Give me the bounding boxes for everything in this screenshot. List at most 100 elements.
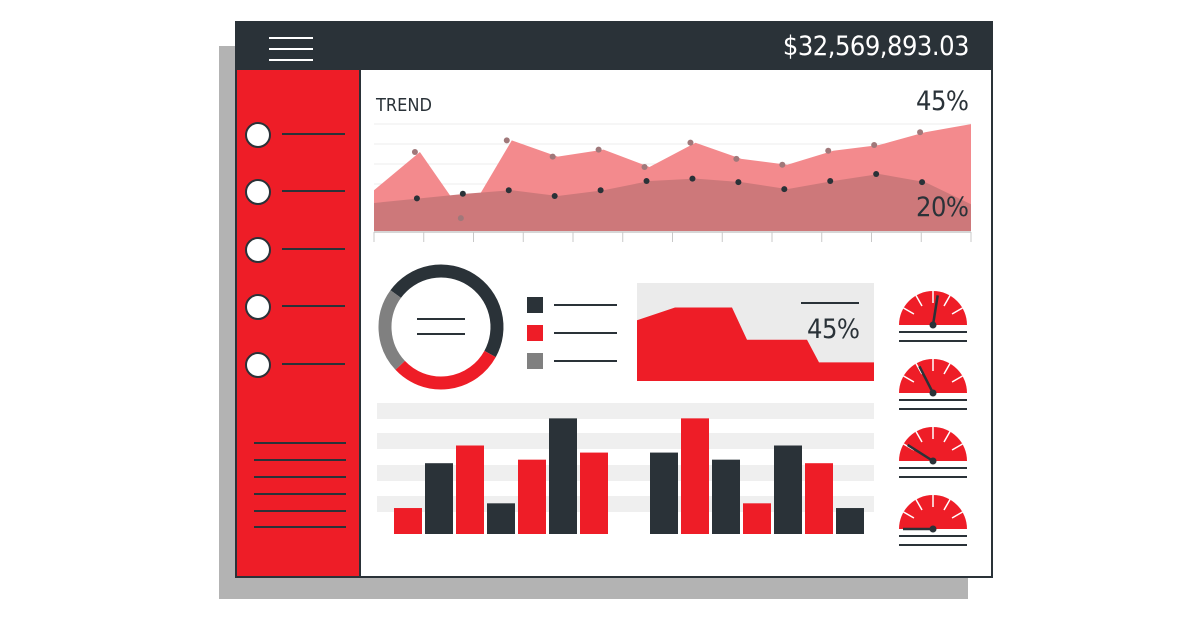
bar	[518, 459, 546, 534]
gauge-tick	[915, 363, 923, 375]
bar-chart	[377, 403, 874, 534]
trend-lower-point	[689, 175, 696, 182]
gauge-tick	[915, 431, 923, 443]
donut-segment	[395, 350, 496, 390]
trend-upper-point	[549, 153, 556, 160]
sidebar-text-line	[254, 510, 346, 512]
bar	[580, 452, 608, 534]
trend-lower-point	[597, 187, 604, 194]
gauge-tick	[915, 295, 923, 307]
trend-lower-point	[873, 171, 880, 177]
account-balance: $32,569,893.03	[782, 31, 970, 62]
gauge-tick	[951, 375, 963, 383]
trend-upper-point	[457, 215, 464, 222]
top-bar: $32,569,893.03	[237, 23, 991, 70]
bar	[650, 452, 678, 534]
radio-dot-icon	[245, 179, 271, 205]
gauge-dial	[899, 291, 967, 325]
sidebar-item-4[interactable]	[245, 292, 350, 322]
trend-lower-area	[374, 174, 971, 232]
sidebar	[237, 70, 361, 576]
gauge-tick	[951, 443, 963, 451]
legend-swatch	[527, 353, 543, 369]
area-card-value: 45%	[807, 314, 860, 345]
bar-grid-band	[377, 433, 874, 449]
bar	[549, 418, 577, 534]
sidebar-item-1[interactable]	[245, 120, 350, 150]
trend-upper-point	[687, 139, 694, 146]
area-card	[637, 283, 874, 381]
gauge-dial	[899, 359, 967, 393]
trend-upper-point	[733, 155, 740, 162]
sidebar-text-line	[254, 493, 346, 495]
bar	[487, 503, 515, 534]
radio-dot-icon	[245, 352, 271, 378]
trend-upper-point	[779, 161, 786, 168]
sidebar-item-2[interactable]	[245, 177, 350, 207]
bar-grid-band	[377, 403, 874, 419]
legend-item-1	[527, 297, 619, 317]
bar	[712, 459, 740, 534]
bar	[681, 418, 709, 534]
legend-label-line	[554, 332, 617, 334]
legend-label-line	[554, 304, 617, 306]
hamburger-menu-icon[interactable]	[269, 37, 313, 61]
gauge-tick	[951, 307, 963, 315]
sidebar-text-line	[254, 459, 346, 461]
bar	[394, 508, 422, 534]
gauge-tick	[943, 431, 951, 443]
bar	[774, 445, 802, 534]
trend-lower-point	[643, 177, 650, 184]
sidebar-item-label	[282, 133, 345, 135]
bar	[836, 508, 864, 534]
trend-upper-point	[595, 146, 602, 153]
bar	[425, 463, 453, 534]
gauge-tick	[951, 511, 963, 519]
legend-item-2	[527, 325, 619, 345]
trend-lower-point	[459, 190, 466, 197]
trend-upper-point	[871, 142, 878, 148]
legend-swatch	[527, 297, 543, 313]
gauge-tick	[903, 307, 915, 315]
gauge-tick	[943, 363, 951, 375]
legend-label-line	[554, 360, 617, 362]
bar	[456, 445, 484, 534]
sidebar-text-line	[254, 526, 346, 528]
gauge-dial	[899, 495, 967, 529]
trend-lower-point	[551, 193, 558, 200]
radio-dot-icon	[245, 237, 271, 263]
gauge-needle	[907, 443, 934, 463]
legend-item-3	[527, 353, 619, 373]
trend-upper-point	[917, 129, 924, 136]
trend-lower-point	[827, 177, 834, 184]
sidebar-item-3[interactable]	[245, 235, 350, 265]
sidebar-item-label	[282, 248, 345, 250]
sidebar-item-label	[282, 190, 345, 192]
radio-dot-icon	[245, 294, 271, 320]
gauge-needle	[918, 365, 935, 394]
trend-title: TREND	[376, 95, 432, 116]
gauge-tick	[943, 499, 951, 511]
gauge-dial	[899, 427, 967, 461]
gauge-needle	[931, 295, 939, 326]
trend-upper-point	[411, 148, 418, 155]
donut-chart	[378, 264, 504, 390]
trend-lower-label: 20%	[916, 192, 969, 223]
gauge-tick	[903, 375, 915, 383]
donut-segment	[378, 290, 406, 370]
sidebar-text-line	[254, 476, 346, 478]
trend-chart	[373, 123, 972, 242]
bar	[743, 503, 771, 534]
sidebar-item-5[interactable]	[245, 350, 350, 380]
trend-upper-point	[825, 147, 832, 154]
trend-lower-point	[505, 187, 512, 194]
trend-upper-point	[503, 137, 510, 144]
trend-upper-point	[641, 164, 648, 171]
trend-lower-point	[919, 179, 926, 186]
gauge-hub	[929, 321, 937, 329]
dashboard-window: $32,569,893.03 TREND 45% 20%	[235, 21, 993, 578]
trend-lower-point	[781, 186, 788, 193]
donut-segment	[390, 264, 504, 358]
trend-lower-point	[735, 179, 742, 186]
sidebar-text-line	[254, 442, 346, 444]
